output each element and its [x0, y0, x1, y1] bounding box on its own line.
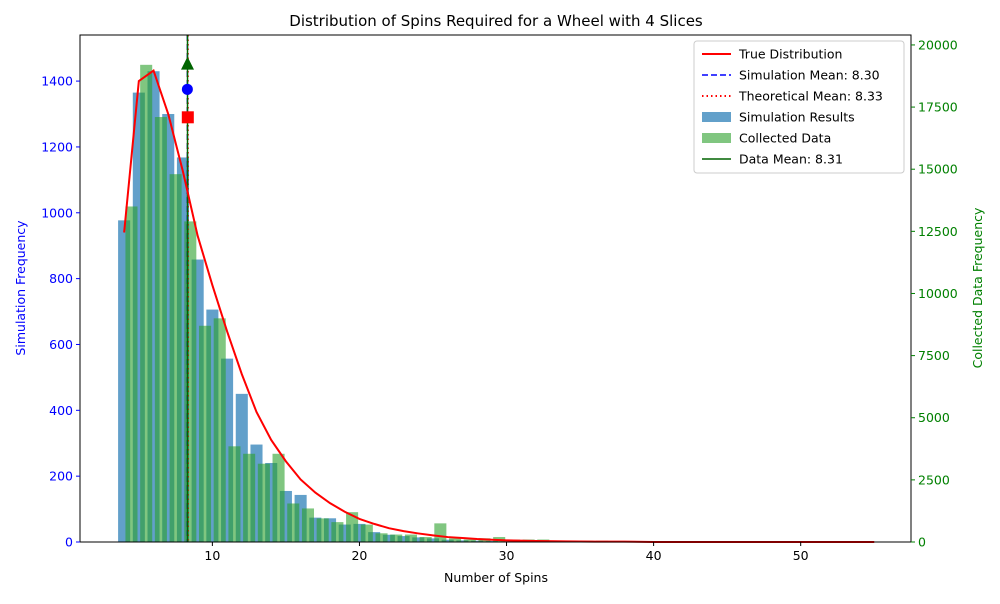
- collected-bar: [317, 518, 329, 542]
- mean-markers: [181, 57, 194, 124]
- collected-bar: [125, 206, 137, 542]
- y-right-tick-label: 17500: [918, 100, 958, 115]
- collected-bar: [375, 533, 387, 542]
- y-left-tick-label: 1400: [41, 74, 73, 89]
- y-left-tick-label: 200: [49, 469, 73, 484]
- collected-bar: [361, 525, 373, 542]
- legend-swatch: [702, 112, 731, 122]
- theoretical-mean-marker: [182, 111, 194, 123]
- collected-bar: [273, 454, 285, 542]
- collected-bar: [184, 221, 196, 542]
- collected-bar: [434, 523, 446, 542]
- y-right-tick-label: 12500: [918, 224, 958, 239]
- collected-bar: [199, 326, 211, 542]
- simulation-bars: [118, 71, 557, 542]
- y-left-tick-label: 400: [49, 403, 73, 418]
- y-right-tick-label: 2500: [918, 472, 950, 487]
- collected-bar: [331, 522, 343, 542]
- legend-label: Collected Data: [739, 131, 831, 146]
- y-left-tick-label: 0: [65, 535, 73, 550]
- y-right-tick-label: 10000: [918, 286, 958, 301]
- collected-bar: [214, 318, 226, 542]
- x-tick-label: 20: [351, 548, 367, 563]
- x-tick-label: 30: [499, 548, 515, 563]
- collected-bar: [258, 464, 270, 542]
- y-axis-left-label: Simulation Frequency: [13, 220, 28, 356]
- simulation-mean-marker: [182, 84, 193, 95]
- chart-title: Distribution of Spins Required for a Whe…: [289, 12, 703, 30]
- legend-label: Simulation Results: [739, 110, 855, 125]
- collected-bar: [170, 174, 182, 542]
- collected-bar: [420, 537, 432, 542]
- legend-label: Simulation Mean: 8.30: [739, 68, 880, 83]
- y-axis-right-label: Collected Data Frequency: [970, 207, 985, 368]
- collected-bar: [155, 117, 167, 542]
- legend-label: Data Mean: 8.31: [739, 152, 843, 167]
- legend-swatch: [702, 133, 731, 143]
- legend: True Distribution Simulation Mean: 8.30 Th…: [694, 41, 904, 173]
- x-axis-label: Number of Spins: [444, 570, 548, 585]
- collected-bar: [243, 454, 255, 542]
- collected-bar: [390, 535, 402, 542]
- y-left-tick-label: 1200: [41, 139, 73, 154]
- y-right-tick-label: 20000: [918, 37, 958, 52]
- x-tick-label: 50: [793, 548, 809, 563]
- collected-bar: [405, 535, 417, 542]
- y-left-tick-label: 1000: [41, 205, 73, 220]
- x-tick-label: 40: [646, 548, 662, 563]
- x-tick-label: 10: [204, 548, 220, 563]
- collected-bar: [287, 503, 299, 542]
- data-mean-marker: [181, 57, 194, 70]
- collected-bar: [302, 508, 314, 542]
- y-right-tick-label: 7500: [918, 348, 950, 363]
- legend-label: Theoretical Mean: 8.33: [738, 89, 883, 104]
- y-right-tick-label: 0: [918, 535, 926, 550]
- y-left-tick-label: 600: [49, 337, 73, 352]
- collected-bar: [140, 65, 152, 542]
- y-right-tick-label: 5000: [918, 410, 950, 425]
- legend-label: True Distribution: [738, 47, 842, 62]
- collected-bar: [228, 446, 240, 542]
- y-right-tick-label: 15000: [918, 162, 958, 177]
- y-left-tick-label: 800: [49, 271, 73, 286]
